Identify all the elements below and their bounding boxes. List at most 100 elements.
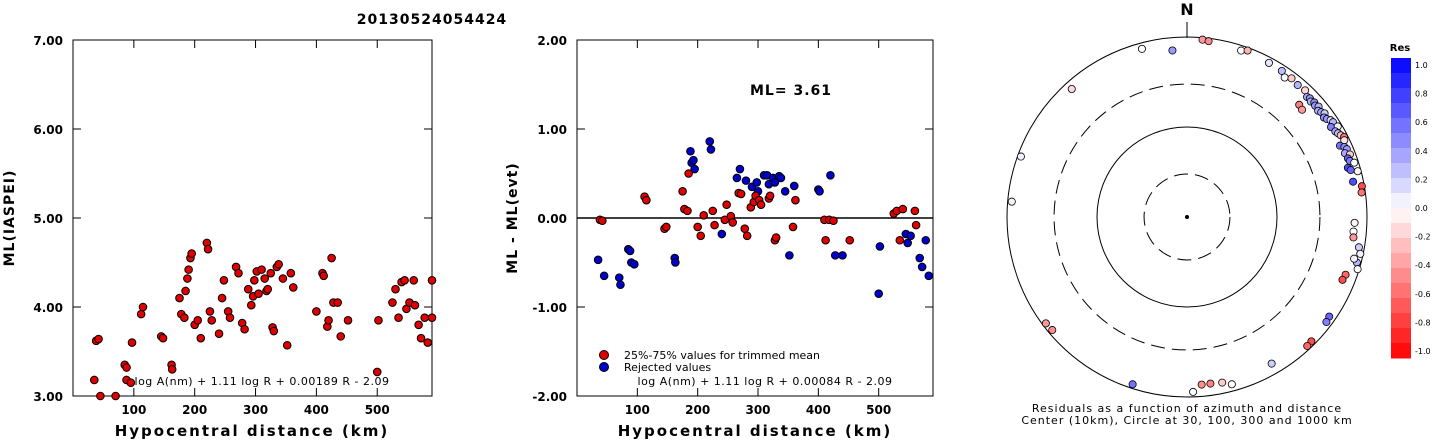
chart1-xtick-label: 100 <box>121 403 146 417</box>
chart-ml-residual: ML - ML(evt) Hypocentral distance (km) M… <box>505 34 934 440</box>
legend-rejected-label: Rejected values <box>624 361 711 374</box>
chart1-point <box>269 326 279 336</box>
chart1-ytick-label: 5.00 <box>33 212 63 226</box>
colorbar-swatch <box>1391 253 1411 269</box>
station-point <box>1189 387 1198 396</box>
chart2-ytick-label: -2.00 <box>532 390 567 404</box>
polar-caption-line1: Residuals as a function of azimuth and d… <box>1032 402 1342 415</box>
station-point <box>1137 44 1146 53</box>
colorbar-tick-label: 0.8 <box>1415 90 1428 99</box>
colorbar-tick-label: 1.0 <box>1415 61 1428 70</box>
chart1-point <box>394 313 403 322</box>
chart1-point <box>167 365 177 374</box>
colorbar-swatch <box>1391 58 1411 74</box>
chart1-point <box>225 313 235 322</box>
chart2-trimmed-point <box>696 231 705 241</box>
chart1-ytick-label: 4.00 <box>33 301 63 315</box>
chart2-rejected-point <box>826 170 835 180</box>
north-label: N <box>1180 0 1193 19</box>
chart2-trimmed-point <box>742 231 752 241</box>
chart1-point <box>336 332 346 341</box>
chart1-point <box>136 309 146 319</box>
chart2-trimmed-point <box>821 235 830 245</box>
ring-30km <box>1143 173 1231 261</box>
chart2-trimmed-point <box>756 200 766 209</box>
station-point <box>1346 166 1355 175</box>
chart1-point <box>416 333 426 343</box>
legend-rejected-marker <box>599 362 609 372</box>
chart2-rejected-point <box>689 155 698 165</box>
chart2-rejected-point <box>705 137 715 146</box>
chart2-rejected-point <box>625 246 635 256</box>
chart2-rejected-point <box>830 251 840 260</box>
colorbar-swatch <box>1391 163 1411 179</box>
chart2-rejected-point <box>741 176 751 185</box>
chart2-rejected-point <box>838 251 847 260</box>
colorbar-swatch <box>1391 238 1411 254</box>
colorbar-swatch <box>1391 148 1411 164</box>
chart1-point <box>158 333 168 343</box>
chart1-point <box>217 293 227 303</box>
chart1-point <box>205 307 215 316</box>
chart2-rejected-point <box>924 271 934 281</box>
station-point <box>1016 152 1025 161</box>
chart2-trimmed-point <box>693 222 702 232</box>
colorbar-tick-label: -0.4 <box>1415 261 1431 270</box>
chart2-trimmed-point <box>699 211 709 220</box>
chart2-rejected-point <box>770 178 780 187</box>
chart1-point <box>343 316 353 325</box>
chart2-trimmed-point <box>740 224 750 233</box>
station-point <box>1298 105 1307 114</box>
chart1-xtick-label: 200 <box>182 403 207 417</box>
colorbar-tick-label: -0.2 <box>1415 233 1431 242</box>
station-point <box>1322 318 1331 327</box>
colorbar-swatch <box>1391 118 1411 134</box>
chart2-trimmed-point <box>911 220 921 230</box>
chart1-point <box>420 313 429 322</box>
chart2-rejected-point <box>917 262 927 272</box>
chart1-point <box>214 329 224 339</box>
chart1-point <box>282 340 292 350</box>
chart2-rejected-point <box>815 187 824 196</box>
chart2-rejected-point <box>717 229 727 239</box>
colorbar-tick-label: 0.2 <box>1415 175 1428 184</box>
chart1-point <box>181 286 190 296</box>
chart1-point <box>319 271 328 281</box>
chart2-ytick-label: -1.00 <box>532 301 567 315</box>
station-point <box>1168 46 1177 55</box>
chart1-point <box>180 313 189 322</box>
chart1-ytick-label: 3.00 <box>33 390 63 404</box>
colorbar-tick-label: -0.8 <box>1415 318 1431 327</box>
chart1-point <box>234 268 243 278</box>
legend-trimmed-label: 25%-75% values for trimmed mean <box>624 349 820 362</box>
station-point <box>1277 66 1286 75</box>
chart2-rejected-point <box>874 289 883 298</box>
polar-caption-line2: Center (10km), Circle at 30, 100, 300 an… <box>1021 414 1352 427</box>
station-point <box>1067 84 1076 93</box>
chart1-point <box>207 316 217 325</box>
chart1-point <box>327 253 336 263</box>
chart2-rejected-point <box>752 178 762 187</box>
chart2-rejected-point <box>906 231 915 241</box>
station-point <box>1204 37 1213 46</box>
chart1-point <box>257 265 266 274</box>
chart2-rejected-point <box>903 238 912 248</box>
chart2-rejected-point <box>593 255 603 265</box>
chart1-point <box>243 284 253 294</box>
station-point <box>1007 197 1016 206</box>
chart2-rejected-point <box>706 145 716 154</box>
chart1-point <box>193 316 203 325</box>
epicenter-marker <box>1185 215 1189 219</box>
chart2-legend: 25%-75% values for trimmed mean Rejected… <box>599 349 820 374</box>
station-point <box>1349 177 1358 186</box>
chart1-xlabel: Hypocentral distance (km) <box>115 422 390 440</box>
chart2-trimmed-point <box>895 235 905 245</box>
chart1-xtick-label: 400 <box>304 403 329 417</box>
chart1-point <box>414 320 423 330</box>
chart1-point <box>126 378 136 387</box>
colorbar-tick-label: 0.0 <box>1415 204 1428 213</box>
chart2-annotation: ML= 3.61 <box>750 83 832 99</box>
ring-1000km <box>1006 36 1368 398</box>
chart2-trimmed-point <box>898 204 908 214</box>
